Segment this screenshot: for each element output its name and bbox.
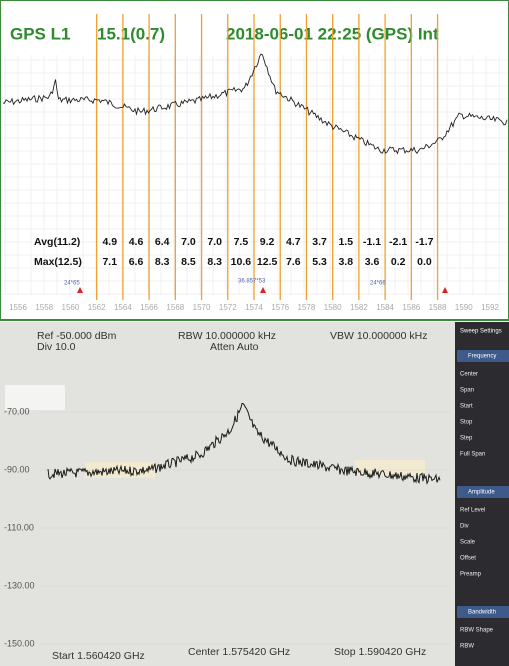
y-tick-label: -70.00	[4, 406, 30, 416]
x-tick-label: 1588	[429, 303, 447, 312]
y-tick-label: -90.00	[4, 464, 30, 474]
cell-value: -2.1	[389, 236, 407, 248]
side-title: Sweep Settings	[460, 329, 502, 335]
cell-value: 7.1	[102, 256, 117, 268]
cell-value: 0.2	[391, 256, 406, 268]
side-item: Center	[460, 372, 478, 378]
cell-value: 3.7	[312, 236, 327, 248]
side-item: Offset	[460, 556, 476, 562]
screen-header: Div 10.0	[37, 341, 76, 353]
cell-value: 8.3	[155, 256, 170, 268]
group-name: Bandwidth	[468, 610, 496, 616]
cell-value: 6.6	[129, 256, 144, 268]
x-tick-label: 1558	[35, 303, 53, 312]
x-tick-label: 1556	[9, 303, 27, 312]
side-item: Ref Level	[460, 508, 485, 514]
cell-value: 3.6	[365, 256, 380, 268]
x-tick-label: 1582	[350, 303, 368, 312]
side-item: Start	[460, 404, 473, 410]
x-tick-label: 1566	[140, 303, 158, 312]
screen-header: Atten Auto	[210, 341, 259, 353]
marker-label: 24*65	[64, 281, 80, 287]
cell-value: 0.0	[417, 256, 432, 268]
x-tick-label: 1576	[271, 303, 289, 312]
title: GPS L1	[10, 24, 70, 43]
screen-footer: Stop 1.590420 GHz	[334, 646, 426, 658]
y-tick-label: -150.00	[4, 638, 35, 648]
side-item: Step	[460, 436, 473, 442]
x-tick-label: 1570	[193, 303, 211, 312]
cell-value: 7.0	[207, 236, 222, 248]
page: {"top": { "title": ["GPS L1", "15.1(0.7)…	[0, 0, 509, 666]
x-tick-label: 1578	[298, 303, 316, 312]
row-label: Avg(11.2)	[34, 236, 80, 248]
group-name: Frequency	[468, 354, 496, 360]
side-item: RBW Shape	[460, 628, 494, 634]
x-tick-label: 1584	[376, 303, 394, 312]
analyzer-screen	[0, 322, 455, 666]
x-tick-label: 1592	[481, 303, 499, 312]
cell-value: 12.5	[257, 256, 278, 268]
cell-value: 7.6	[286, 256, 301, 268]
screen-footer: Start 1.560420 GHz	[52, 650, 145, 662]
x-tick-label: 1568	[166, 303, 184, 312]
cell-value: 10.6	[231, 256, 252, 268]
cell-value: 1.5	[338, 236, 353, 248]
cell-value: 7.0	[181, 236, 196, 248]
cell-value: -1.1	[363, 236, 381, 248]
cell-value: 8.3	[207, 256, 222, 268]
cell-value: 6.4	[155, 236, 170, 248]
cell-value: -1.7	[415, 236, 433, 248]
side-item: Span	[460, 388, 474, 394]
x-tick-label: 1586	[402, 303, 420, 312]
marker-label: 24*66	[370, 281, 386, 287]
cell-value: 4.9	[102, 236, 117, 248]
cell-value: 9.2	[260, 236, 275, 248]
screen-header: VBW 10.000000 kHz	[330, 330, 427, 342]
title: 15.1(0.7)	[97, 24, 165, 43]
side-item: Full Span	[460, 452, 485, 458]
cell-value: 8.5	[181, 256, 196, 268]
screen-footer: Center 1.575420 GHz	[188, 646, 290, 658]
side-item: Scale	[460, 540, 476, 546]
y-tick-label: -110.00	[4, 522, 34, 532]
cell-value: 7.5	[234, 236, 249, 248]
group-name: Amplitude	[468, 490, 495, 496]
figure: GPS L115.1(0.7)2018-06-01 22:25 (GPS) In…	[0, 0, 509, 666]
x-tick-label: 1564	[114, 303, 132, 312]
side-item: Div	[460, 524, 469, 530]
side-item: RBW	[460, 644, 474, 650]
side-item: Stop	[460, 420, 473, 426]
y-tick-label: -130.00	[4, 580, 35, 590]
x-tick-label: 1562	[88, 303, 106, 312]
cell-value: 4.6	[129, 236, 144, 248]
x-tick-label: 1590	[455, 303, 473, 312]
marker-label: 36.857*53	[238, 279, 266, 285]
x-tick-label: 1572	[219, 303, 237, 312]
cell-value: 3.8	[338, 256, 353, 268]
side-item: Preamp	[460, 572, 482, 578]
cell-value: 5.3	[312, 256, 327, 268]
x-tick-label: 1580	[324, 303, 342, 312]
row-label: Max(12.5)	[34, 256, 82, 268]
cell-value: 4.7	[286, 236, 301, 248]
x-tick-label: 1574	[245, 303, 263, 312]
x-tick-label: 1560	[62, 303, 80, 312]
